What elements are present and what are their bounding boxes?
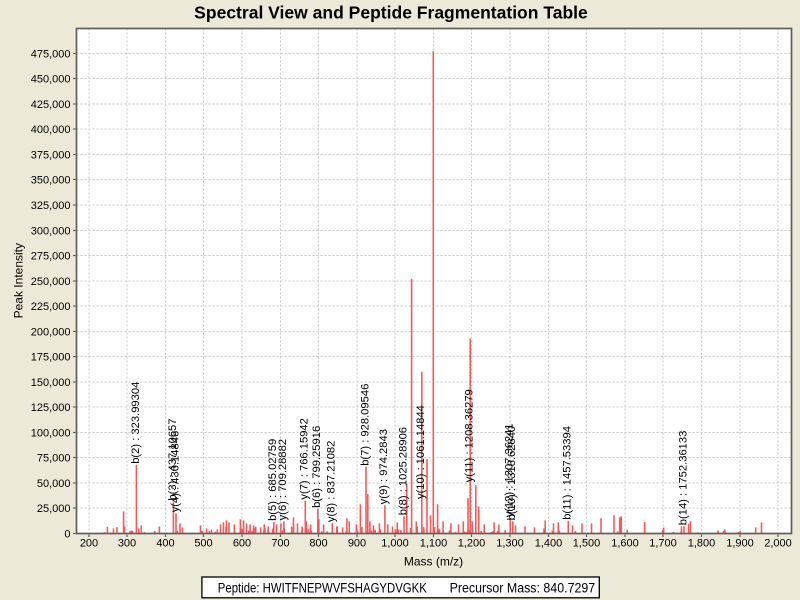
svg-text:Peak Intensity: Peak Intensity: [11, 243, 25, 318]
svg-text:150,000: 150,000: [31, 377, 71, 389]
svg-text:425,000: 425,000: [31, 99, 71, 111]
svg-text:Precursor Mass: 840.7297: Precursor Mass: 840.7297: [450, 581, 596, 596]
svg-text:1,100: 1,100: [420, 538, 448, 550]
svg-text:y(4) : 430.14846: y(4) : 430.14846: [169, 431, 181, 512]
svg-text:y(9) : 974.2843: y(9) : 974.2843: [378, 429, 390, 504]
svg-text:b(2) : 323.99304: b(2) : 323.99304: [130, 382, 142, 464]
svg-text:300,000: 300,000: [31, 226, 71, 238]
svg-text:1,000: 1,000: [381, 538, 409, 550]
svg-text:500: 500: [194, 538, 212, 550]
svg-text:100,000: 100,000: [31, 428, 71, 440]
svg-text:1,400: 1,400: [535, 538, 563, 550]
svg-text:1,900: 1,900: [726, 538, 754, 550]
svg-text:y(6) : 709.28882: y(6) : 709.28882: [277, 439, 289, 520]
svg-text:375,000: 375,000: [31, 150, 71, 162]
svg-text:900: 900: [348, 538, 366, 550]
svg-text:300: 300: [118, 538, 136, 550]
svg-text:275,000: 275,000: [31, 251, 71, 263]
svg-text:b(8) : 1025.28906: b(8) : 1025.28906: [397, 427, 409, 515]
svg-text:1,500: 1,500: [573, 538, 601, 550]
svg-text:y(10) : 1061.14844: y(10) : 1061.14844: [415, 405, 427, 499]
svg-text:1,800: 1,800: [688, 538, 716, 550]
svg-text:b(7) : 928.09546: b(7) : 928.09546: [359, 384, 371, 466]
svg-text:Mass (m/z): Mass (m/z): [404, 555, 463, 569]
svg-text:225,000: 225,000: [31, 301, 71, 313]
svg-text:y(8) : 837.21082: y(8) : 837.21082: [326, 441, 338, 522]
svg-text:75,000: 75,000: [37, 453, 71, 465]
svg-text:400,000: 400,000: [31, 124, 71, 136]
svg-text:50,000: 50,000: [37, 478, 71, 490]
svg-text:0: 0: [64, 529, 70, 541]
svg-text:b(10) : 1318.62840: b(10) : 1318.62840: [506, 426, 518, 521]
svg-text:475,000: 475,000: [31, 49, 71, 61]
svg-text:b(11) : 1457.53394: b(11) : 1457.53394: [562, 426, 574, 520]
svg-text:b(3) : 437.10657: b(3) : 437.10657: [167, 418, 179, 500]
svg-text:Peptide: HWITFNEPWVFSHAGYDVGKK: Peptide: HWITFNEPWVFSHAGYDVGKK: [218, 581, 427, 596]
svg-text:25,000: 25,000: [37, 503, 71, 515]
svg-text:175,000: 175,000: [31, 352, 71, 364]
svg-text:600: 600: [233, 538, 251, 550]
svg-text:b(14) : 1752.36133: b(14) : 1752.36133: [677, 431, 689, 526]
svg-text:700: 700: [271, 538, 289, 550]
svg-text:325,000: 325,000: [31, 200, 71, 212]
svg-text:1,600: 1,600: [611, 538, 639, 550]
svg-text:1,300: 1,300: [496, 538, 524, 550]
svg-text:y(11) : 1208.36279: y(11) : 1208.36279: [464, 389, 476, 482]
svg-text:450,000: 450,000: [31, 74, 71, 86]
svg-text:200: 200: [80, 538, 98, 550]
svg-text:b(5) : 685.02759: b(5) : 685.02759: [267, 439, 279, 521]
svg-text:125,000: 125,000: [31, 402, 71, 414]
svg-text:250,000: 250,000: [31, 276, 71, 288]
svg-text:Spectral View and Peptide Frag: Spectral View and Peptide Fragmentation …: [194, 3, 588, 23]
svg-text:800: 800: [309, 538, 327, 550]
svg-text:200,000: 200,000: [31, 327, 71, 339]
svg-text:1,700: 1,700: [649, 538, 677, 550]
svg-text:y(7) : 766.15942: y(7) : 766.15942: [299, 418, 311, 499]
svg-text:1,200: 1,200: [458, 538, 486, 550]
svg-text:350,000: 350,000: [31, 175, 71, 187]
svg-text:b(6) : 799.25916: b(6) : 799.25916: [311, 426, 323, 508]
svg-text:2,000: 2,000: [764, 538, 792, 550]
svg-text:y(12) : 1307.36241: y(12) : 1307.36241: [504, 423, 516, 517]
svg-text:400: 400: [156, 538, 174, 550]
